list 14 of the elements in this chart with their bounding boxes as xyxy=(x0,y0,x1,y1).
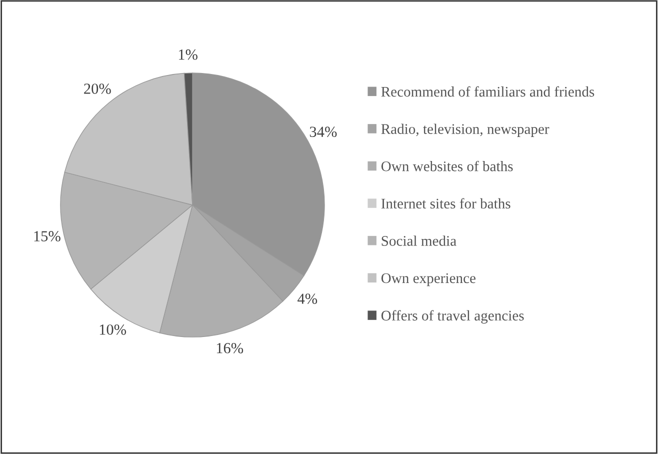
legend-label: Own websites of baths xyxy=(381,160,513,172)
legend-label: Radio, television, newspaper xyxy=(381,124,550,137)
legend-label: Recommend of familiars and friends xyxy=(381,86,594,97)
legend-label: Own experience xyxy=(381,273,476,286)
data-label: 4% xyxy=(298,294,318,304)
data-label: 15% xyxy=(34,231,60,242)
data-label: 20% xyxy=(84,84,111,94)
data-label: 10% xyxy=(100,324,126,335)
legend-label: Social media xyxy=(382,236,456,246)
data-label: 16% xyxy=(216,342,244,354)
data-label: 34% xyxy=(310,126,337,138)
data-label: 1% xyxy=(178,49,198,60)
legend-label: Internet sites for baths xyxy=(381,198,510,209)
legend-label: Offers of travel agencies xyxy=(381,310,524,324)
